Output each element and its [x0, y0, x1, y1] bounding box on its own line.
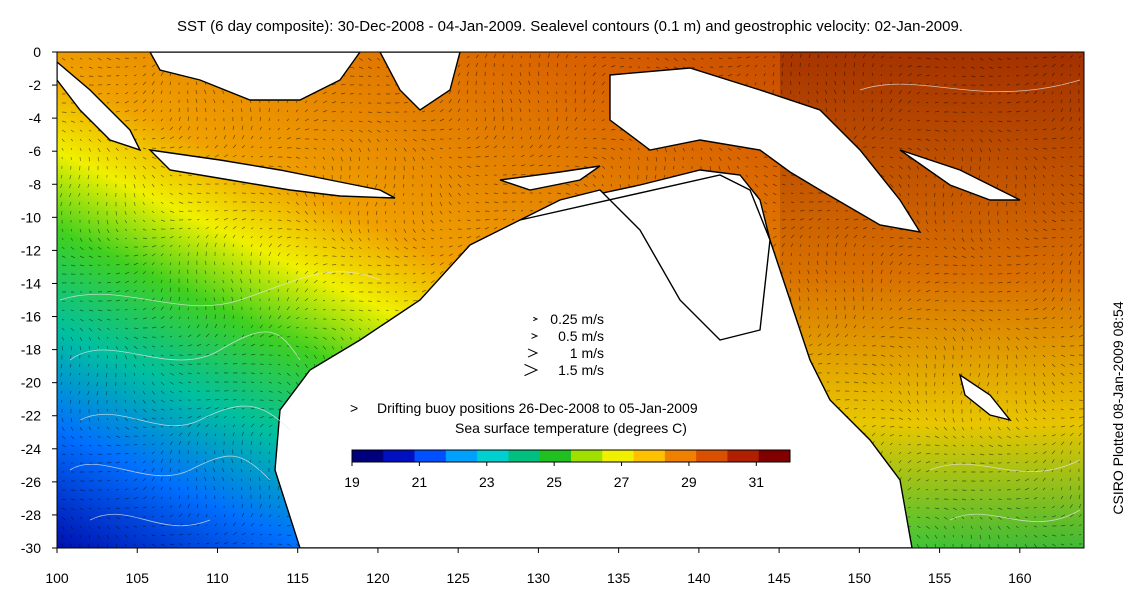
- colorbar-frame: [351, 449, 791, 463]
- y-tick-label: -26: [21, 474, 41, 490]
- x-tick-label: 130: [527, 570, 551, 586]
- y-tick-label: -30: [21, 540, 41, 556]
- y-tick-label: -22: [21, 408, 41, 424]
- colorbar-tick-label: 31: [749, 474, 765, 490]
- new-caledonia: [958, 373, 1012, 422]
- colorbar-tick-label: 27: [614, 474, 630, 490]
- velocity-legend-arrow: [524, 363, 539, 377]
- colorbar-segment: [352, 450, 384, 462]
- buoy-legend-label: Drifting buoy positions 26-Dec-2008 to 0…: [377, 400, 698, 416]
- colorbar-segment: [571, 450, 603, 462]
- legend-panel: 0.25 m/s0.5 m/s1 m/s1.5 m/s > Drifting b…: [344, 311, 791, 490]
- y-tick-label: -12: [21, 242, 41, 258]
- y-tick-label: -10: [21, 209, 41, 225]
- colorbar-segment: [539, 450, 572, 462]
- y-tick-label: -2: [29, 77, 42, 93]
- colorbar-segment: [758, 450, 791, 462]
- borneo-land: [149, 52, 361, 101]
- colorbar-tick-label: 21: [412, 474, 428, 490]
- velocity-legend-label: 1.5 m/s: [558, 362, 604, 378]
- y-tick-label: -6: [29, 143, 42, 159]
- colorbar-segment: [664, 450, 697, 462]
- colorbar-tick-label: 25: [546, 474, 562, 490]
- x-tick-label: 115: [287, 570, 310, 586]
- velocity-legend-arrow: [527, 348, 539, 358]
- y-tick-label: -14: [21, 275, 41, 291]
- y-tick-label: -4: [29, 110, 42, 126]
- y-tick-label: -20: [21, 375, 41, 391]
- contour-line: [929, 459, 1081, 473]
- velocity-legend-arrow: [533, 316, 539, 322]
- contour-line: [949, 509, 1081, 522]
- y-axis: 0 -2 -4 -6 -8 -10 -12 -14 -16 -18 -20 -22 -24 -26 -28 -…: [21, 44, 57, 556]
- colorbar-tick-label: 23: [479, 474, 495, 490]
- plot-area: [57, 52, 1084, 548]
- velocity-legend: 0.25 m/s0.5 m/s1 m/s1.5 m/s: [524, 311, 604, 378]
- colorbar-segment: [383, 450, 416, 462]
- sst-colorbar: 19 21 23 25 27 29 31: [344, 449, 791, 490]
- map-title: SST (6 day composite): 30-Dec-2008 - 04-…: [177, 18, 963, 35]
- buoy-marker: >: [350, 400, 358, 416]
- colorbar-segment: [633, 450, 666, 462]
- colorbar-segment: [696, 450, 728, 462]
- contour-line: [69, 455, 271, 481]
- solomon-islands: [899, 149, 1021, 201]
- x-tick-label: 100: [45, 570, 69, 586]
- velocity-legend-label: 1 m/s: [570, 345, 604, 361]
- y-tick-label: -8: [29, 176, 42, 192]
- colorbar-segment: [414, 450, 447, 462]
- x-tick-label: 135: [607, 570, 631, 586]
- contour-line: [69, 331, 301, 361]
- colorbar-segment: [508, 450, 541, 462]
- x-tick-label: 105: [126, 570, 150, 586]
- x-axis: 100 105 110 115 120 125 130 135 140 145 150 155 160: [45, 548, 1032, 586]
- y-tick-label: -18: [21, 342, 41, 358]
- x-tick-label: 125: [446, 570, 470, 586]
- new-guinea-land: [609, 67, 922, 233]
- sulawesi-land: [379, 52, 461, 111]
- x-tick-label: 150: [848, 570, 872, 586]
- velocity-legend-label: 0.5 m/s: [558, 328, 604, 344]
- colorbar-tick-label: 29: [681, 474, 697, 490]
- velocity-legend-arrow: [531, 333, 539, 339]
- x-tick-label: 120: [366, 570, 390, 586]
- colorbar-segment: [602, 450, 635, 462]
- y-tick-label: 0: [33, 44, 41, 60]
- velocity-legend-label: 0.25 m/s: [550, 311, 604, 327]
- plot-frame: [56, 51, 1085, 549]
- colorbar-segment: [477, 450, 509, 462]
- y-tick-label: -24: [21, 441, 41, 457]
- x-tick-label: 145: [767, 570, 791, 586]
- timor-land: [499, 165, 601, 191]
- contour-line: [89, 513, 211, 527]
- x-tick-label: 155: [928, 570, 952, 586]
- colorbar-tick-label: 19: [344, 474, 360, 490]
- contour-line: [79, 405, 291, 431]
- y-tick-label: -16: [21, 309, 41, 325]
- sumatra-land: [57, 61, 142, 152]
- colorbar-segment: [727, 450, 760, 462]
- contour-line: [59, 271, 381, 307]
- cape-york-top-end: [519, 174, 771, 341]
- colorbar-title: Sea surface temperature (degrees C): [455, 420, 687, 436]
- y-tick-label: -28: [21, 507, 41, 523]
- sealevel-contours: [59, 79, 1081, 527]
- colorbar-segment: [445, 450, 478, 462]
- x-tick-label: 110: [206, 570, 229, 586]
- contour-line: [859, 79, 1081, 92]
- x-tick-label: 160: [1008, 570, 1032, 586]
- x-tick-label: 140: [687, 570, 711, 586]
- java-land: [148, 149, 396, 199]
